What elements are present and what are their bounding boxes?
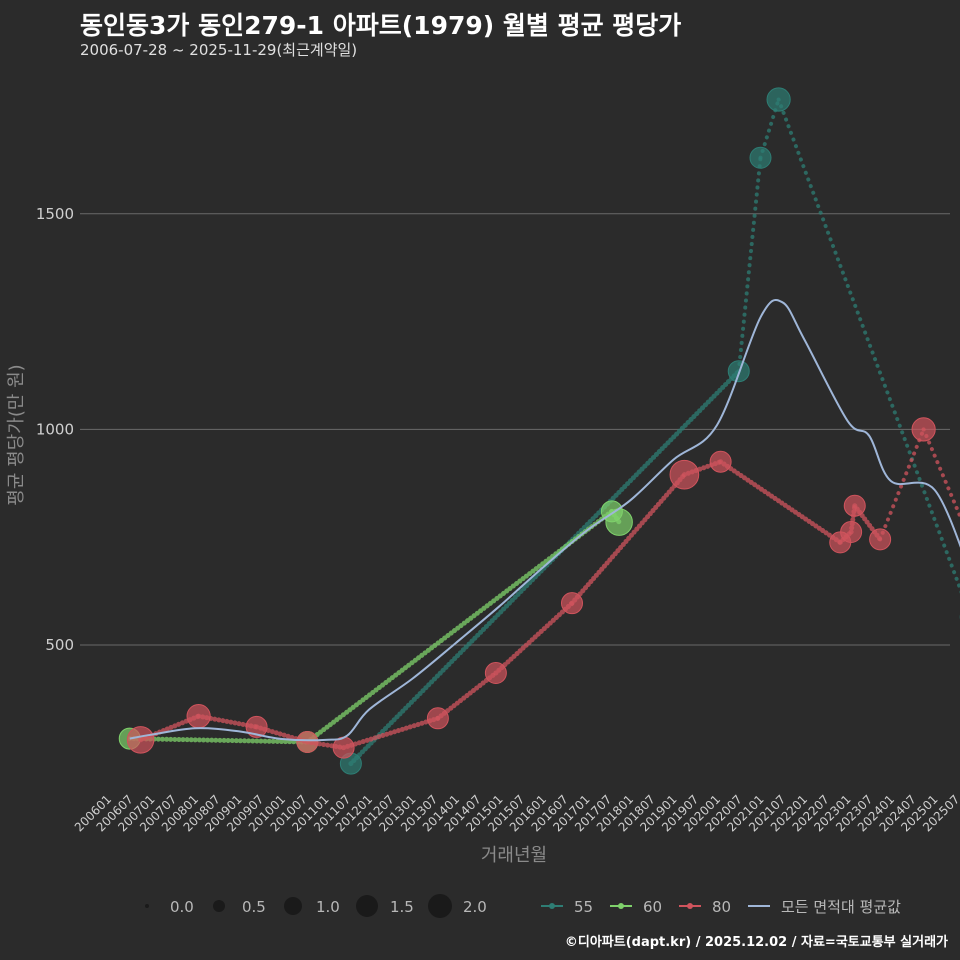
series-line-average	[129, 298, 960, 742]
series-80-segment	[878, 427, 926, 542]
legend-size-dot	[428, 894, 452, 918]
legend-series-label: 60	[643, 898, 662, 916]
series-80	[126, 417, 960, 759]
y-axis: 500 1000 1500	[36, 205, 74, 654]
legend-series-entry: 60	[610, 898, 662, 916]
series-모든 면적대 평균값	[129, 298, 960, 742]
series-80-point	[426, 707, 449, 730]
series-80-segment	[569, 472, 687, 606]
series-80-point	[843, 494, 866, 517]
series-80-point	[245, 715, 268, 738]
series-80-point	[126, 726, 155, 754]
legend-series-label: 80	[712, 898, 731, 916]
legend-series-entry: 55	[541, 898, 593, 916]
legend-series-entry: 80	[679, 898, 731, 916]
series-80-point	[840, 521, 863, 544]
y-axis-label: 평균 평당가(만 원)	[6, 364, 27, 505]
plot-area	[118, 87, 960, 775]
series-80-segment	[435, 670, 499, 721]
chart-title: 동인동3가 동인279-1 아파트(1979) 월별 평균 평당가	[80, 11, 682, 40]
legend-series-entry: 모든 면적대 평균값	[748, 898, 901, 916]
series-80-segment	[718, 459, 843, 545]
legend-series-label: 55	[574, 898, 593, 916]
series-55-segment	[348, 368, 742, 767]
legend-size-label: 0.5	[242, 898, 266, 916]
legend-series-dot	[687, 903, 693, 909]
series-80-segment	[921, 427, 960, 522]
series-55-segment	[736, 155, 763, 374]
y-tick-label: 500	[45, 636, 74, 654]
legend-series-dot	[549, 903, 555, 909]
legend-size-dot	[213, 900, 225, 912]
legend-size-dot	[284, 897, 302, 915]
legend-size-entry: 0.5	[213, 898, 266, 916]
series-55-point	[766, 87, 791, 112]
series-80-point	[669, 459, 700, 490]
legend-size-entry: 1.5	[356, 895, 414, 917]
series-80-point	[911, 417, 936, 442]
series-60-point	[605, 508, 633, 536]
legend-series-dot	[618, 903, 624, 909]
x-axis: 2006012006072007012007072008012008072009…	[72, 792, 960, 834]
chart-subtitle: 2006-07-28 ~ 2025-11-29(최근계약일)	[80, 41, 358, 59]
series-80-segment	[341, 715, 441, 751]
legend-size-label: 2.0	[463, 898, 487, 916]
legend-size-entry: 1.0	[284, 897, 340, 916]
legend-size-label: 0.0	[170, 898, 194, 916]
series-80-point	[484, 662, 507, 685]
legend-size-dot	[356, 895, 378, 917]
footer-caption: ©디아파트(dapt.kr) / 2025.12.02 / 자료=국토교통부 실…	[564, 935, 948, 950]
series-80-point	[296, 731, 319, 754]
legend-series-label: 모든 면적대 평균값	[781, 898, 901, 916]
series-55-point	[749, 146, 772, 169]
legend-size-label: 1.0	[316, 898, 340, 916]
legend-size-dot	[145, 904, 149, 908]
series-80-point	[561, 592, 583, 615]
series-80-segment	[493, 600, 575, 676]
legend-size-entry: 0.0	[145, 898, 194, 916]
series-55	[339, 87, 960, 775]
legend-size-label: 1.5	[390, 898, 414, 916]
series-60-segment	[304, 508, 615, 745]
legend-size-entry: 2.0	[428, 894, 487, 918]
series-80-point	[709, 450, 732, 473]
grid	[80, 213, 950, 646]
series-80-point	[869, 528, 892, 551]
series-80-point	[186, 704, 211, 729]
y-tick-label: 1000	[36, 420, 74, 438]
legend: 0.0 0.5 1.0 1.5 2.0 55 60 80 모든 면적대 평균값	[145, 894, 901, 918]
series-55-segment	[776, 97, 960, 594]
series-60-segment	[127, 736, 310, 745]
x-axis-label: 거래년월	[481, 845, 547, 866]
y-tick-label: 1500	[36, 205, 74, 223]
